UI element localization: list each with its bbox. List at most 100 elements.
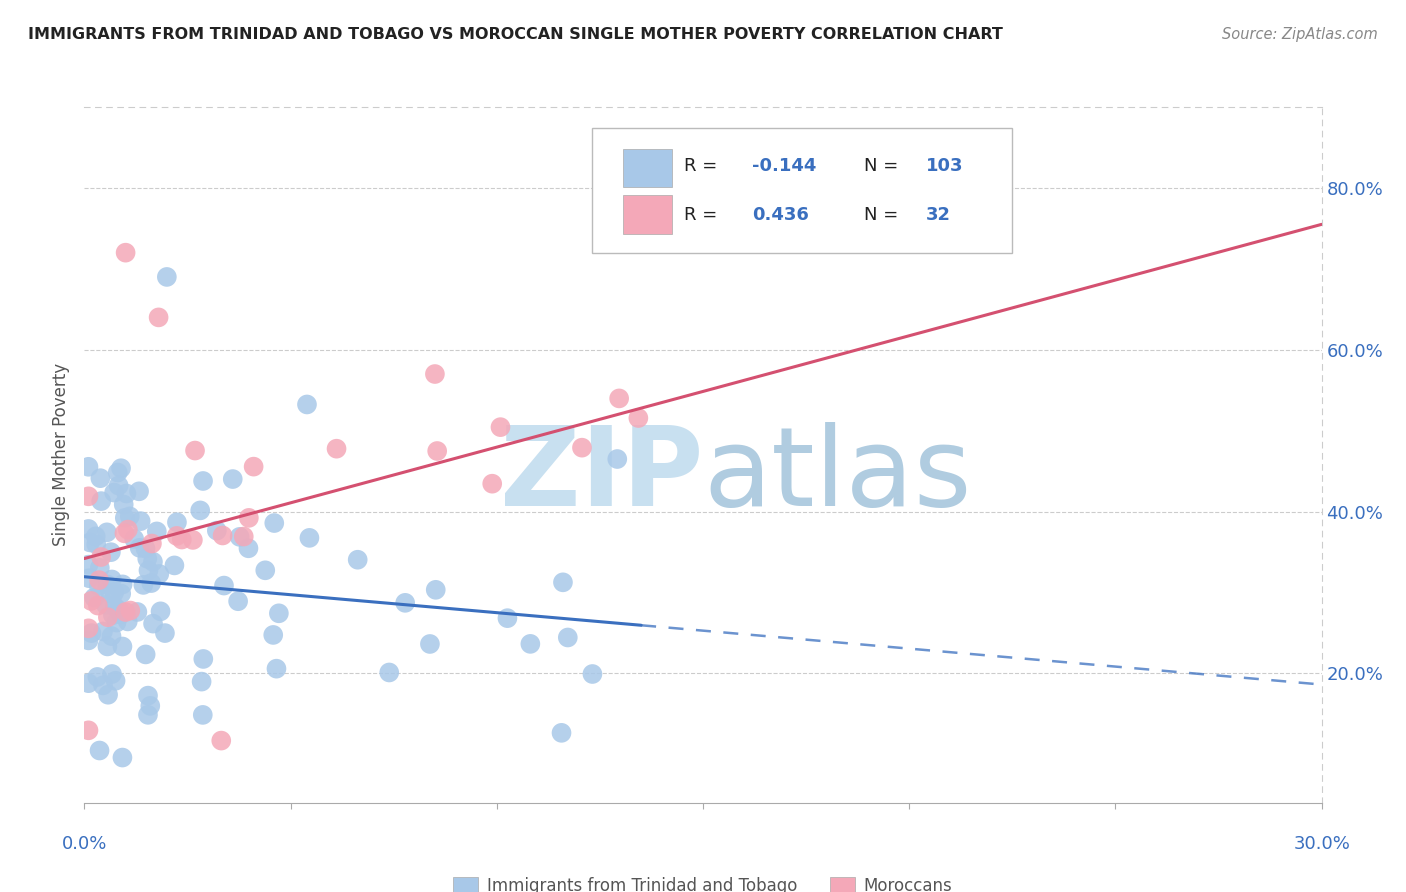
Point bbox=[103, 485, 125, 500]
Point bbox=[571, 441, 593, 455]
Point bbox=[606, 452, 628, 467]
Point bbox=[77, 571, 100, 585]
Point bbox=[128, 484, 150, 499]
Point bbox=[87, 599, 110, 613]
Point bbox=[266, 662, 288, 676]
FancyBboxPatch shape bbox=[623, 195, 672, 234]
Point bbox=[77, 633, 100, 648]
Point bbox=[129, 514, 152, 528]
Point bbox=[103, 585, 125, 599]
Point bbox=[153, 626, 176, 640]
Point bbox=[481, 476, 503, 491]
Point bbox=[83, 591, 105, 605]
Point bbox=[84, 529, 107, 543]
Point bbox=[149, 604, 172, 618]
Point bbox=[489, 420, 512, 434]
Text: Source: ZipAtlas.com: Source: ZipAtlas.com bbox=[1222, 27, 1378, 42]
Point bbox=[132, 578, 155, 592]
Text: 32: 32 bbox=[925, 206, 950, 224]
Point bbox=[77, 489, 100, 503]
Text: N =: N = bbox=[863, 206, 904, 224]
Point bbox=[142, 555, 165, 569]
FancyBboxPatch shape bbox=[623, 149, 672, 187]
Point bbox=[84, 537, 107, 551]
Point bbox=[90, 494, 112, 508]
Point bbox=[112, 498, 135, 512]
Point bbox=[101, 608, 124, 623]
Point bbox=[136, 689, 159, 703]
Point bbox=[114, 511, 136, 525]
Point bbox=[114, 605, 136, 619]
Point bbox=[254, 563, 277, 577]
Point bbox=[156, 269, 179, 284]
Text: 0.436: 0.436 bbox=[752, 206, 810, 224]
Point bbox=[134, 541, 156, 556]
Point bbox=[96, 577, 118, 591]
Point bbox=[188, 503, 211, 517]
Point bbox=[104, 673, 127, 688]
Point bbox=[228, 530, 250, 544]
Point bbox=[136, 551, 159, 566]
Point bbox=[128, 541, 150, 555]
Point bbox=[80, 594, 103, 608]
Point bbox=[80, 626, 103, 640]
Point bbox=[378, 665, 401, 680]
Point bbox=[425, 582, 447, 597]
Point bbox=[104, 599, 127, 614]
Point bbox=[141, 536, 163, 550]
Text: atlas: atlas bbox=[703, 422, 972, 529]
FancyBboxPatch shape bbox=[592, 128, 1012, 253]
Point bbox=[77, 522, 100, 536]
Point bbox=[117, 615, 139, 629]
Point bbox=[205, 524, 228, 538]
Point bbox=[346, 552, 368, 566]
Point bbox=[100, 545, 122, 559]
Point bbox=[122, 532, 145, 546]
Point bbox=[263, 516, 285, 530]
Text: R =: R = bbox=[685, 206, 724, 224]
Point bbox=[181, 533, 204, 547]
Point bbox=[136, 707, 159, 722]
Point bbox=[551, 575, 574, 590]
Point bbox=[298, 531, 321, 545]
Point bbox=[209, 733, 232, 747]
Point bbox=[86, 670, 108, 684]
Point bbox=[96, 640, 118, 654]
Point bbox=[419, 637, 441, 651]
Text: 0.0%: 0.0% bbox=[62, 835, 107, 853]
Point bbox=[238, 511, 260, 525]
Point bbox=[91, 624, 114, 639]
Text: N =: N = bbox=[863, 157, 904, 175]
Point bbox=[394, 596, 416, 610]
Point bbox=[148, 566, 170, 581]
Point bbox=[127, 605, 149, 619]
Point bbox=[115, 486, 138, 500]
Text: -0.144: -0.144 bbox=[752, 157, 817, 175]
Point bbox=[94, 598, 117, 612]
Point bbox=[105, 615, 128, 630]
Point bbox=[77, 558, 100, 572]
Point bbox=[166, 529, 188, 543]
Point bbox=[89, 743, 111, 757]
Point bbox=[325, 442, 347, 456]
Point bbox=[79, 535, 101, 549]
Point bbox=[110, 461, 132, 475]
Point bbox=[110, 607, 132, 622]
Point bbox=[148, 310, 170, 325]
Text: 30.0%: 30.0% bbox=[1294, 835, 1350, 853]
Point bbox=[87, 579, 110, 593]
Point bbox=[146, 524, 169, 539]
Point bbox=[232, 530, 254, 544]
Point bbox=[222, 472, 245, 486]
Legend: Immigrants from Trinidad and Tobago, Moroccans: Immigrants from Trinidad and Tobago, Mor… bbox=[447, 871, 959, 892]
Point bbox=[190, 674, 212, 689]
Point bbox=[423, 367, 446, 381]
Point bbox=[242, 459, 264, 474]
Point bbox=[135, 648, 157, 662]
Point bbox=[426, 444, 449, 458]
Point bbox=[141, 576, 163, 591]
Text: IMMIGRANTS FROM TRINIDAD AND TOBAGO VS MOROCCAN SINGLE MOTHER POVERTY CORRELATIO: IMMIGRANTS FROM TRINIDAD AND TOBAGO VS M… bbox=[28, 27, 1002, 42]
Point bbox=[118, 509, 141, 524]
Text: R =: R = bbox=[685, 157, 724, 175]
Point bbox=[191, 474, 214, 488]
